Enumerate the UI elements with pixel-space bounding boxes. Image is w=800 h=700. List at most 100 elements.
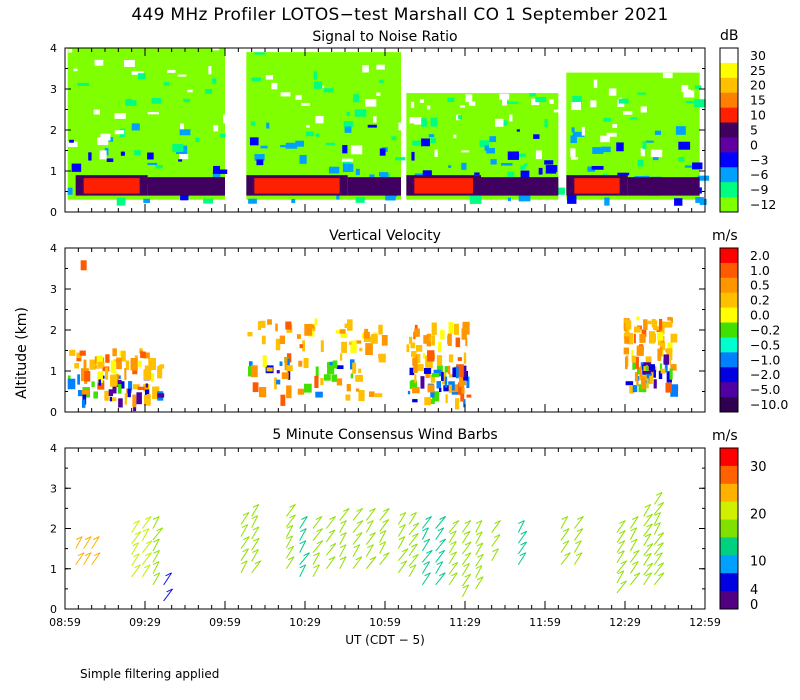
- wind-barb-shaft: [421, 527, 429, 540]
- vv-speckle: [634, 372, 639, 382]
- vv-speckle: [77, 374, 80, 385]
- filter-note: Simple filtering applied: [80, 667, 220, 681]
- wind-barb-flag: [644, 533, 652, 538]
- vv-speckle: [276, 379, 281, 385]
- wind-barb-flag: [412, 532, 419, 537]
- x-axis-label: UT (CDT − 5): [345, 633, 425, 647]
- wind-barb-flag: [343, 508, 350, 512]
- wind-barb-shaft: [352, 556, 363, 570]
- vv-speckle: [441, 371, 444, 381]
- vv-speckle: [74, 363, 80, 369]
- snr-speckle: [572, 131, 585, 137]
- vv-speckle: [410, 342, 416, 349]
- vv-speckle: [110, 374, 117, 387]
- wind-barb-shaft: [435, 572, 446, 586]
- vv-speckle: [250, 365, 258, 378]
- snr-speckle: [544, 119, 548, 128]
- wind-barb-shaft: [408, 564, 417, 578]
- vv-speckle: [143, 384, 150, 392]
- vv-speckle: [82, 394, 87, 405]
- wind-barb-shaft: [163, 588, 173, 602]
- snr-speckle: [640, 106, 647, 113]
- vv-speckle: [448, 384, 452, 393]
- wind-barb-shaft: [653, 502, 665, 515]
- snr-speckle: [164, 82, 170, 86]
- wind-barb-flag: [356, 520, 364, 524]
- wind-barb-shaft: [421, 538, 431, 552]
- snr-speckle: [520, 170, 530, 178]
- vv-speckle: [409, 380, 418, 389]
- colorbar-label: 0.0: [750, 308, 770, 323]
- vv-speckle: [632, 359, 636, 370]
- wind-barb-flag: [299, 540, 307, 545]
- wind-barb-flag: [340, 520, 347, 524]
- vv-speckle: [649, 375, 653, 385]
- snr-speckle: [125, 100, 137, 106]
- wind-barb-flag: [424, 572, 431, 577]
- wind-barb-flag: [475, 565, 483, 570]
- y-tick-label: 4: [50, 442, 57, 455]
- snr-speckle: [501, 162, 513, 166]
- snr-speckle: [430, 117, 438, 127]
- vv-speckle: [432, 391, 440, 402]
- wind-barb-shaft: [616, 550, 625, 563]
- snr-speckle: [514, 153, 526, 157]
- snr-speckle: [608, 88, 617, 96]
- vv-speckle: [112, 348, 117, 357]
- vv-speckle: [332, 360, 338, 369]
- wind-barb-flag: [619, 520, 626, 524]
- vv-speckle: [631, 355, 636, 363]
- wind-barb-shaft: [643, 572, 652, 586]
- vv-speckle: [104, 390, 109, 401]
- vv-speckle: [422, 352, 426, 359]
- wind-barb-shaft: [560, 540, 570, 553]
- snr-speckle: [143, 198, 151, 203]
- wind-barb-shaft: [312, 540, 324, 553]
- wind-barb-shaft: [325, 543, 337, 556]
- snr-speckle: [490, 159, 497, 165]
- vv-speckle: [134, 355, 138, 361]
- colorbar-swatch: [720, 182, 738, 198]
- snr-speckle: [67, 187, 73, 195]
- colorbar-label: −1.0: [750, 352, 780, 367]
- wind-barb-flag: [562, 540, 570, 545]
- wind-barb-flag: [630, 538, 638, 543]
- snr-speckle: [591, 165, 604, 170]
- snr-speckle: [520, 165, 525, 170]
- wind-barb-flag: [399, 524, 406, 528]
- snr-speckle: [265, 74, 274, 80]
- snr-speckle: [212, 170, 221, 179]
- colorbar-swatch: [720, 137, 738, 153]
- wind-barb-flag: [437, 527, 445, 532]
- vv-speckle: [368, 391, 375, 397]
- vv-speckle: [136, 392, 142, 405]
- vv-speckle: [371, 333, 378, 343]
- wind-barb-flag: [367, 544, 374, 549]
- vv-speckle: [670, 384, 679, 397]
- vv-panel-title: Vertical Velocity: [329, 228, 441, 244]
- wind-barb-flag: [423, 538, 430, 543]
- wind-barb-shaft: [339, 556, 347, 569]
- vv-speckle: [298, 360, 303, 367]
- snr-speckle: [325, 142, 336, 146]
- wind-barb-shaft: [643, 523, 653, 537]
- y-tick-label: 1: [50, 365, 57, 378]
- vv-speckle: [275, 338, 281, 351]
- vv-speckle: [348, 341, 352, 345]
- snr-speckle: [342, 163, 354, 173]
- vv-speckle: [252, 382, 259, 393]
- snr-speckle: [683, 90, 695, 98]
- x-tick-label: 09:59: [209, 616, 241, 629]
- wind-barb-shaft: [251, 515, 259, 528]
- vv-speckle: [462, 321, 470, 335]
- colorbar-swatch: [720, 555, 738, 574]
- vv-speckle: [639, 366, 642, 378]
- wind-barb-shaft: [560, 516, 569, 529]
- x-tick-label: 09:29: [129, 616, 161, 629]
- x-tick-label: 10:59: [369, 616, 401, 629]
- wind-barb-shaft: [517, 541, 528, 555]
- wind-barb-shaft: [141, 552, 152, 566]
- wind-barb-flag: [410, 512, 417, 516]
- wind-barb-shaft: [408, 533, 419, 546]
- vv-speckle: [646, 320, 652, 325]
